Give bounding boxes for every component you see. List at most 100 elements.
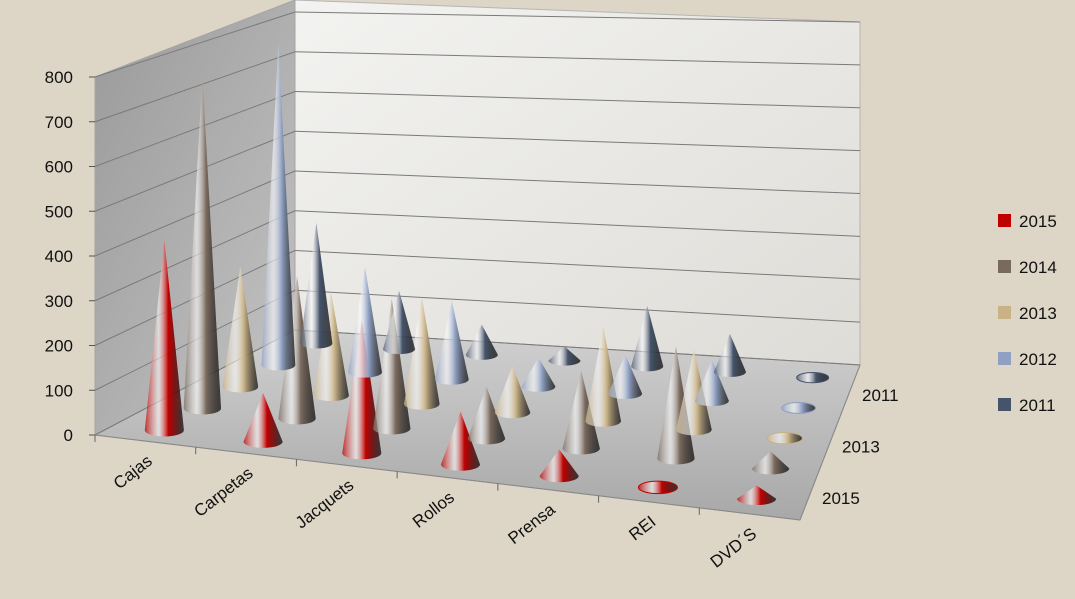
legend-label: 2015 xyxy=(1019,212,1057,231)
cone[interactable] xyxy=(585,326,622,427)
depth-tick-label: 2013 xyxy=(842,438,880,457)
cone-body xyxy=(403,296,440,410)
y-tick-label: 0 xyxy=(64,426,73,445)
cone-body xyxy=(676,349,712,436)
cone-body xyxy=(751,451,790,475)
cone[interactable] xyxy=(562,370,600,455)
cone[interactable] xyxy=(403,296,440,410)
legend-label: 2011 xyxy=(1019,396,1056,415)
cone[interactable] xyxy=(751,451,790,475)
cone[interactable] xyxy=(467,386,506,445)
cone[interactable] xyxy=(348,267,382,378)
cone[interactable] xyxy=(261,43,296,371)
cone-body xyxy=(243,392,283,448)
y-tick-label: 300 xyxy=(45,292,73,311)
legend-label: 2013 xyxy=(1019,304,1057,323)
y-tick-label: 600 xyxy=(45,158,73,177)
cone-body xyxy=(562,370,600,455)
cone-body xyxy=(657,346,695,465)
gridline xyxy=(294,91,861,109)
cone[interactable] xyxy=(766,432,803,445)
cone[interactable] xyxy=(676,349,712,436)
cone-body xyxy=(434,300,469,385)
y-tick-label: 700 xyxy=(45,113,73,132)
x-tick-label: DVD´S xyxy=(707,524,760,572)
cone[interactable] xyxy=(383,290,416,355)
x-axis-line xyxy=(94,434,801,521)
cone-base xyxy=(766,432,803,445)
cone[interactable] xyxy=(183,75,222,415)
cone[interactable] xyxy=(494,366,531,419)
cone-body xyxy=(539,449,579,483)
cone-body xyxy=(313,291,349,402)
cone[interactable] xyxy=(313,291,349,402)
gridline xyxy=(94,11,296,78)
cone-base xyxy=(637,480,678,495)
cone-body xyxy=(373,298,411,435)
cone[interactable] xyxy=(243,392,283,448)
cone-body xyxy=(383,290,416,355)
depth-tick-label: 2011 xyxy=(862,386,899,405)
x-tick-label: Rollos xyxy=(409,488,458,532)
depth-axis-line xyxy=(799,364,861,521)
cone[interactable] xyxy=(695,359,729,407)
cone-body xyxy=(440,411,481,471)
legend-swatch xyxy=(998,260,1011,273)
gridline xyxy=(294,289,861,323)
cone-body xyxy=(278,275,316,425)
x-tick-label: Cajas xyxy=(110,451,156,493)
cone[interactable] xyxy=(434,300,469,385)
gridline xyxy=(294,11,861,23)
y-tick-label: 500 xyxy=(45,202,73,221)
cone[interactable] xyxy=(737,485,777,506)
y-tick-label: 800 xyxy=(45,68,73,87)
cone-body xyxy=(695,359,729,407)
cone[interactable] xyxy=(631,305,664,372)
gridline xyxy=(294,170,861,194)
cone[interactable] xyxy=(608,354,643,400)
cone[interactable] xyxy=(440,411,481,471)
gridline xyxy=(294,51,861,66)
x-tick-label: Jacquets xyxy=(292,476,357,533)
cone[interactable] xyxy=(539,449,579,483)
cone[interactable] xyxy=(465,324,498,360)
cone-body xyxy=(737,485,777,506)
cone-body xyxy=(342,320,382,460)
cone-body xyxy=(467,386,506,445)
cone-body xyxy=(465,324,498,360)
gridline xyxy=(294,250,861,280)
cone[interactable] xyxy=(713,333,746,378)
cone[interactable] xyxy=(548,346,581,366)
cone[interactable] xyxy=(144,239,184,437)
legend-label: 2012 xyxy=(1019,350,1057,369)
cone-body xyxy=(521,357,556,392)
y-tick-label: 200 xyxy=(45,337,73,356)
cone[interactable] xyxy=(781,402,817,414)
cone-body xyxy=(585,326,622,427)
cone[interactable] xyxy=(278,275,316,425)
cone-base xyxy=(796,372,830,384)
cone-body xyxy=(348,267,382,378)
gridline xyxy=(94,51,296,123)
cone[interactable] xyxy=(657,346,695,465)
cone[interactable] xyxy=(222,266,259,393)
cone[interactable] xyxy=(300,222,333,349)
cone-body xyxy=(631,305,664,372)
legend-swatch xyxy=(998,214,1011,227)
x-tick-label: Prensa xyxy=(505,499,560,547)
cone[interactable] xyxy=(373,298,411,435)
gridline xyxy=(294,130,861,152)
cone[interactable] xyxy=(342,320,382,460)
cone[interactable] xyxy=(637,480,678,495)
cone-body xyxy=(713,333,746,378)
cone-body xyxy=(144,239,184,437)
cone-body xyxy=(300,222,333,349)
legend-swatch xyxy=(998,398,1011,411)
gridline xyxy=(94,91,296,167)
legend-swatch xyxy=(998,352,1011,365)
cone[interactable] xyxy=(521,357,556,392)
y-tick-label: 400 xyxy=(45,247,73,266)
cone[interactable] xyxy=(796,372,830,384)
